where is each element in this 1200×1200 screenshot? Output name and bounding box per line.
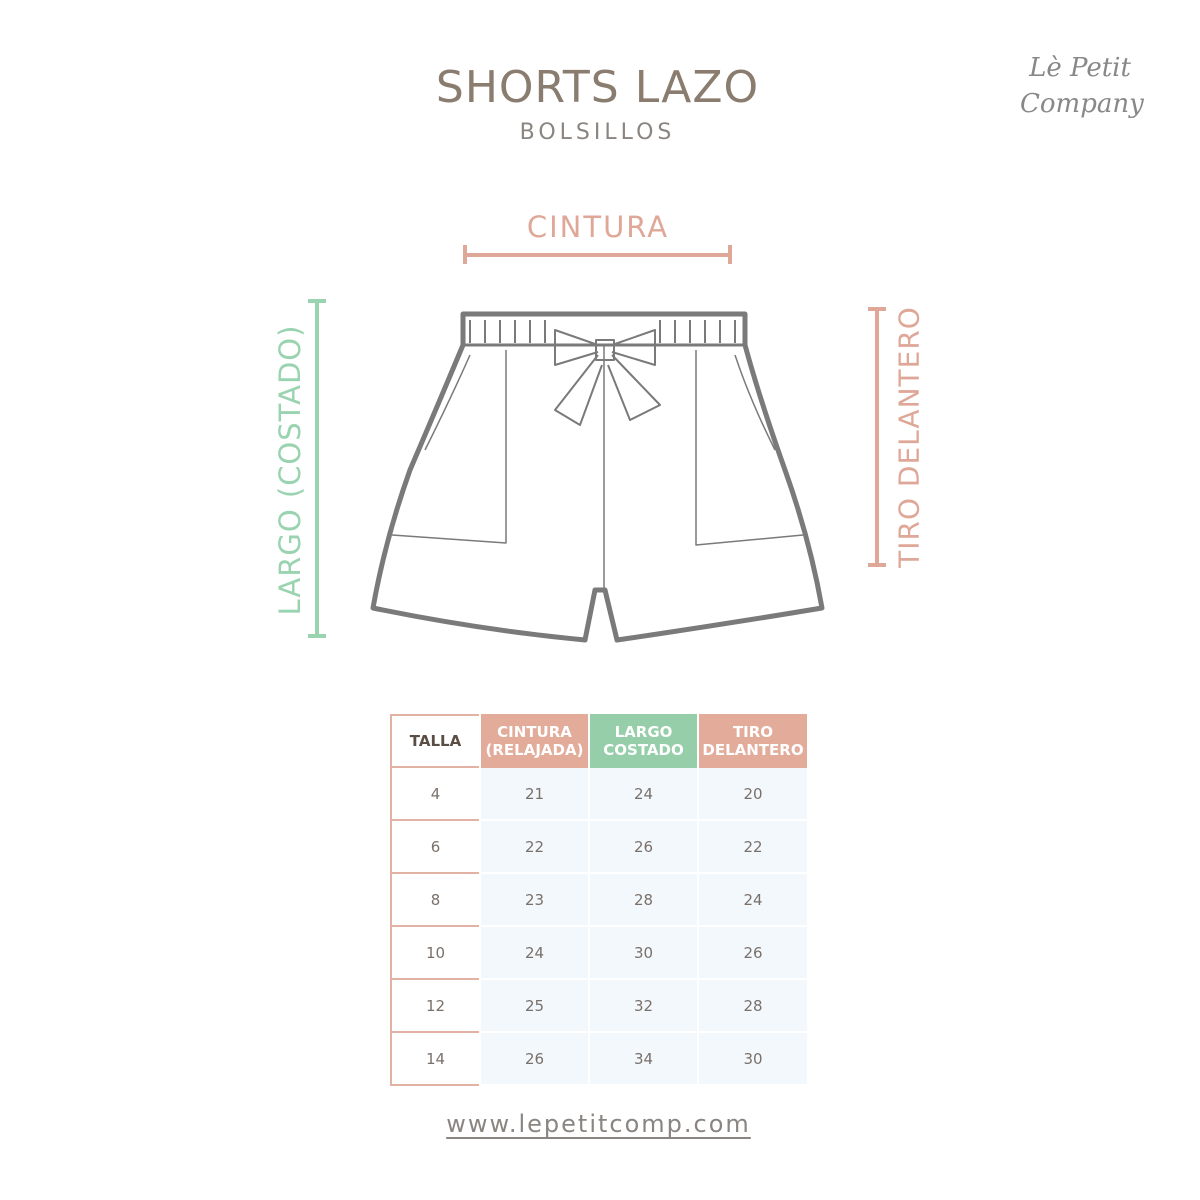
measure-cell: 24 [699, 874, 807, 927]
table-row: 12 25 32 28 [390, 980, 807, 1033]
measure-cell: 25 [481, 980, 588, 1033]
header-largo: LARGO COSTADO [590, 714, 697, 768]
measure-cell: 28 [590, 874, 697, 927]
table-row: 8 23 28 24 [390, 874, 807, 927]
size-cell: 12 [390, 980, 479, 1033]
brand-logo: Lè Petit Company [1020, 53, 1144, 119]
cintura-measure-line [463, 245, 732, 264]
product-title: SHORTS LAZO [435, 62, 760, 113]
product-subtitle: BOLSILLOS [519, 120, 676, 145]
size-cell: 14 [390, 1033, 479, 1086]
measure-cell: 26 [699, 927, 807, 980]
measure-cell: 21 [481, 768, 588, 821]
measure-cell: 24 [590, 768, 697, 821]
measure-cell: 24 [481, 927, 588, 980]
measure-cell: 22 [699, 821, 807, 874]
measure-cell: 22 [481, 821, 588, 874]
measure-cell: 30 [590, 927, 697, 980]
table-row: 10 24 30 26 [390, 927, 807, 980]
largo-measure-line [308, 299, 326, 638]
header-cintura: CINTURA (RELAJADA) [481, 714, 588, 768]
shorts-outline [370, 311, 825, 643]
size-table: TALLA CINTURA (RELAJADA) LARGO COSTADO T… [388, 714, 809, 1086]
website-link[interactable]: www.lepetitcomp.com [446, 1110, 751, 1138]
shorts-diagram [308, 245, 886, 643]
measure-cell: 32 [590, 980, 697, 1033]
table-row: 14 26 34 30 [390, 1033, 807, 1086]
measure-cell: 30 [699, 1033, 807, 1086]
header-talla: TALLA [390, 714, 479, 768]
cintura-label: CINTURA [526, 210, 670, 244]
size-cell: 8 [390, 874, 479, 927]
size-cell: 4 [390, 768, 479, 821]
measure-cell: 20 [699, 768, 807, 821]
table-row: 6 22 26 22 [390, 821, 807, 874]
size-cell: 10 [390, 927, 479, 980]
table-row: 4 21 24 20 [390, 768, 807, 821]
measure-cell: 26 [481, 1033, 588, 1086]
measure-cell: 23 [481, 874, 588, 927]
measure-cell: 26 [590, 821, 697, 874]
tiro-measure-line [868, 307, 886, 567]
header-tiro: TIRO DELANTERO [699, 714, 807, 768]
size-cell: 6 [390, 821, 479, 874]
measure-cell: 28 [699, 980, 807, 1033]
measure-cell: 34 [590, 1033, 697, 1086]
